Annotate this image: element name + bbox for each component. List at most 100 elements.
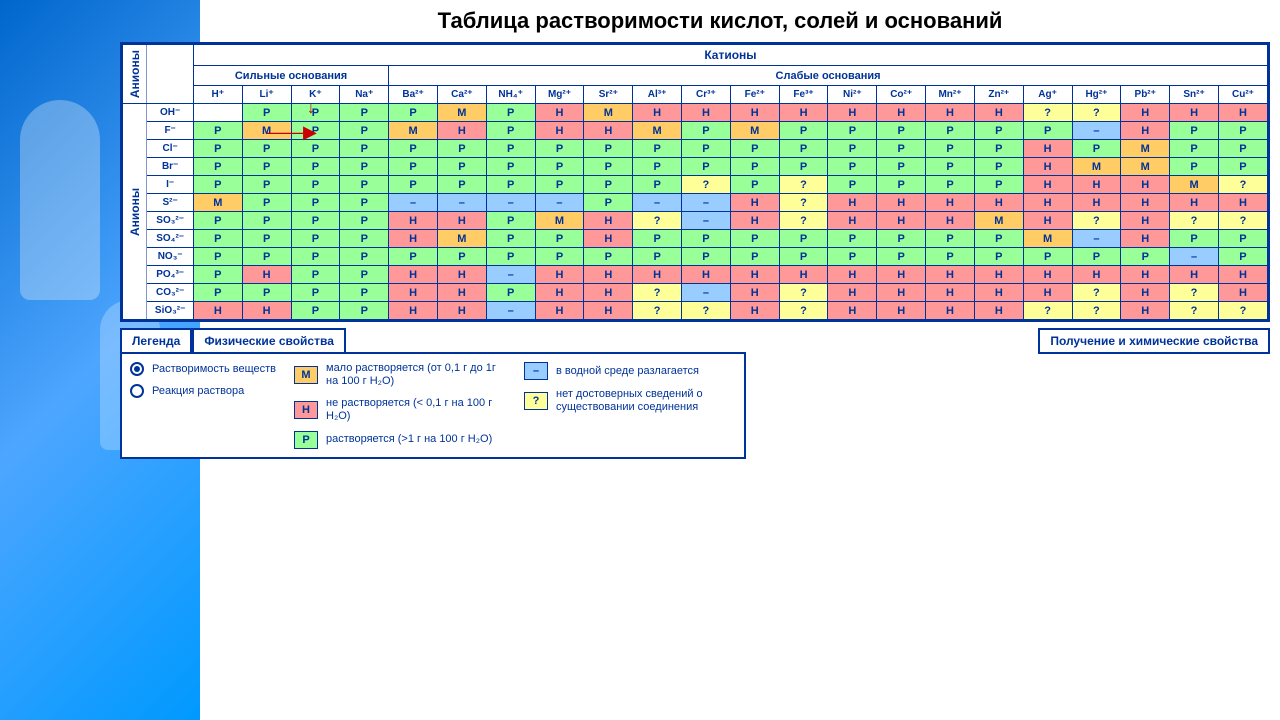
solubility-cell: Н: [437, 302, 486, 320]
solubility-cell: Н: [974, 104, 1023, 122]
solubility-cell: Н: [877, 284, 926, 302]
solubility-cell: Н: [437, 266, 486, 284]
solubility-cell: ?: [633, 212, 682, 230]
solubility-cell: Р: [633, 176, 682, 194]
solubility-cell: Р: [389, 158, 438, 176]
solubility-cell: Р: [584, 176, 633, 194]
solubility-cell: ?: [1072, 302, 1121, 320]
solubility-cell: М: [193, 194, 242, 212]
anion-label: OH⁻: [147, 104, 193, 122]
solubility-cell: Р: [926, 140, 975, 158]
solubility-cell: Р: [291, 266, 340, 284]
solubility-cell: ?: [779, 302, 828, 320]
solubility-cell: Н: [1121, 302, 1170, 320]
solubility-cell: Н: [535, 302, 584, 320]
solubility-cell: Р: [486, 248, 535, 266]
solubility-cell: Н: [535, 284, 584, 302]
solubility-cell: Н: [389, 230, 438, 248]
anion-label: CO₃²⁻: [147, 284, 193, 302]
solubility-cell: Р: [291, 302, 340, 320]
solubility-cell: Н: [1170, 194, 1219, 212]
solubility-cell: Р: [340, 140, 389, 158]
solubility-cell: ?: [633, 284, 682, 302]
chemical-properties-button[interactable]: Получение и химические свойства: [1038, 328, 1270, 354]
anion-label: Cl⁻: [147, 140, 193, 158]
solubility-cell: Н: [877, 194, 926, 212]
solubility-cell: ?: [1170, 284, 1219, 302]
solubility-cell: Н: [584, 284, 633, 302]
solubility-cell: ?: [779, 176, 828, 194]
solubility-cell: Р: [828, 230, 877, 248]
anion-label: NO₃⁻: [147, 248, 193, 266]
legend-container: Легенда Физические свойства Растворимост…: [120, 328, 746, 459]
solubility-cell: ?: [1072, 104, 1121, 122]
legend-H: Н не растворяется (< 0,1 г на 100 г H₂O): [294, 397, 506, 423]
solubility-cell: Р: [242, 212, 291, 230]
solubility-cell: Р: [291, 140, 340, 158]
solubility-cell: –: [682, 212, 731, 230]
solubility-cell: Н: [974, 194, 1023, 212]
solubility-cell: Р: [974, 248, 1023, 266]
solubility-cell: М: [1170, 176, 1219, 194]
solubility-cell: Н: [584, 122, 633, 140]
solubility-cell: –: [486, 266, 535, 284]
solubility-cell: Р: [730, 248, 779, 266]
solubility-cell: ?: [779, 284, 828, 302]
anion-label: S²⁻: [147, 194, 193, 212]
solubility-cell: ?: [1218, 212, 1267, 230]
solubility-cell: ?: [779, 212, 828, 230]
solubility-cell: –: [1072, 122, 1121, 140]
cation-header: Pb²⁺: [1121, 85, 1170, 103]
legend-solubility-radio[interactable]: Растворимость веществ: [130, 362, 276, 376]
solubility-cell: Р: [779, 158, 828, 176]
solubility-cell: Р: [682, 158, 731, 176]
cation-header: Ag⁺: [1023, 85, 1072, 103]
solubility-cell: Р: [242, 176, 291, 194]
cation-header: NH₄⁺: [486, 85, 535, 103]
solubility-table: Анионы Катионы Сильные основания Слабые …: [122, 44, 1268, 320]
legend-D: – в водной среде разлагается: [524, 362, 736, 380]
solubility-cell: Р: [730, 230, 779, 248]
solubility-cell: Н: [389, 284, 438, 302]
solubility-cell: Р: [730, 176, 779, 194]
solubility-cell: Р: [633, 230, 682, 248]
anion-label: I⁻: [147, 176, 193, 194]
solubility-cell: Н: [682, 104, 731, 122]
legend-Q: ? нет достоверных сведений о существован…: [524, 388, 736, 414]
tab-physical[interactable]: Физические свойства: [192, 328, 346, 352]
legend-row: Легенда Физические свойства Растворимост…: [120, 328, 1270, 459]
solubility-cell: Н: [535, 104, 584, 122]
solubility-cell: Р: [486, 176, 535, 194]
solubility-cell: Р: [779, 230, 828, 248]
solubility-cell: Р: [1023, 248, 1072, 266]
solubility-cell: Р: [437, 176, 486, 194]
solubility-cell: Н: [1023, 266, 1072, 284]
legend-reaction-radio[interactable]: Реакция раствора: [130, 384, 276, 398]
solubility-cell: Н: [828, 266, 877, 284]
cation-header: Mg²⁺: [535, 85, 584, 103]
solubility-cell: Н: [1170, 266, 1219, 284]
solubility-cell: Р: [193, 212, 242, 230]
solubility-cell: Н: [1218, 104, 1267, 122]
tab-legend[interactable]: Легенда: [120, 328, 192, 352]
solubility-cell: Р: [1218, 122, 1267, 140]
solubility-cell: Р: [1072, 248, 1121, 266]
solubility-cell: Р: [193, 176, 242, 194]
solubility-cell: Н: [1218, 266, 1267, 284]
cation-header: Mn²⁺: [926, 85, 975, 103]
solubility-cell: М: [1121, 140, 1170, 158]
solubility-cell: Р: [877, 248, 926, 266]
solubility-cell: Р: [242, 158, 291, 176]
anion-label: SiO₃²⁻: [147, 302, 193, 320]
solubility-cell: Н: [877, 302, 926, 320]
solubility-cell: Н: [828, 104, 877, 122]
solubility-cell: Н: [193, 302, 242, 320]
solubility-cell: Р: [926, 230, 975, 248]
solubility-cell: Р: [389, 104, 438, 122]
solubility-cell: Н: [1072, 266, 1121, 284]
solubility-cell: М: [242, 122, 291, 140]
solubility-cell: Р: [340, 176, 389, 194]
solubility-cell: Н: [1121, 122, 1170, 140]
solubility-cell: Н: [242, 302, 291, 320]
solubility-cell: Н: [828, 212, 877, 230]
